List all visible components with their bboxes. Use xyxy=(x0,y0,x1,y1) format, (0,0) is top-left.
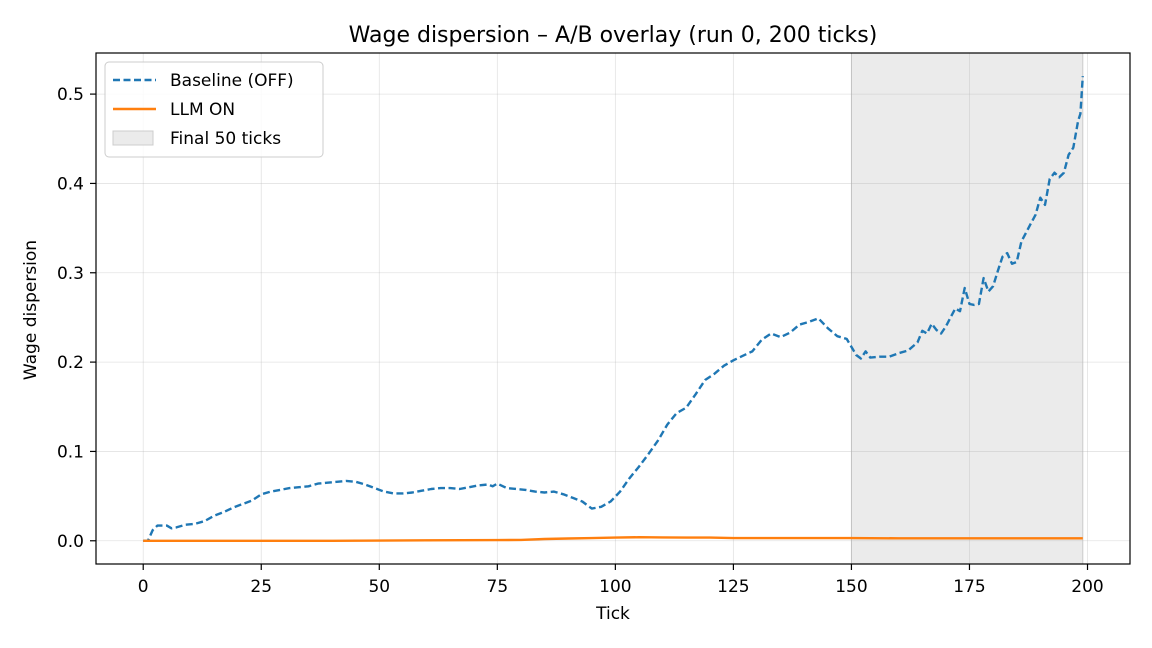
x-tick-label-7: 175 xyxy=(953,577,985,597)
y-tick-label-3: 0.3 xyxy=(57,264,84,284)
x-tick-label-8: 200 xyxy=(1071,577,1103,597)
x-tick-label-2: 50 xyxy=(368,577,390,597)
legend-label-baseline: Baseline (OFF) xyxy=(170,71,294,91)
legend-label-final-ticks: Final 50 ticks xyxy=(170,129,281,149)
legend-frame xyxy=(104,61,324,158)
y-axis-label: Wage dispersion xyxy=(21,240,41,380)
y-tick-label-4: 0.4 xyxy=(57,174,84,194)
axes-frame xyxy=(95,52,1131,565)
y-tick-label-2: 0.2 xyxy=(57,353,84,373)
legend: Baseline (OFF) LLM ON Final 50 ticks xyxy=(104,61,324,158)
y-tick-label-5: 0.5 xyxy=(57,85,84,105)
series-line-llm-on xyxy=(143,536,1083,542)
legend-label-llm-on: LLM ON xyxy=(170,100,235,120)
x-tick-label-5: 125 xyxy=(717,577,749,597)
y-tick-label-0: 0.0 xyxy=(57,532,84,552)
shaded-region-final-ticks xyxy=(850,52,1084,565)
legend-swatch-final-ticks xyxy=(112,130,154,146)
x-tick-label-0: 0 xyxy=(138,577,149,597)
x-axis-label: Tick xyxy=(595,604,630,624)
chart-title: Wage dispersion – A/B overlay (run 0, 20… xyxy=(349,23,878,48)
x-tick-label-4: 100 xyxy=(599,577,631,597)
x-tick-label-1: 25 xyxy=(250,577,272,597)
y-tick-label-1: 0.1 xyxy=(57,442,84,462)
x-tick-label-6: 150 xyxy=(835,577,867,597)
series-line-baseline xyxy=(143,76,1084,542)
x-tick-label-3: 75 xyxy=(487,577,509,597)
plot-area: 0 25 50 75 100 125 150 175 200 0.0 0.1 0.2 0.3 0.4 0.5 xyxy=(57,52,1131,597)
